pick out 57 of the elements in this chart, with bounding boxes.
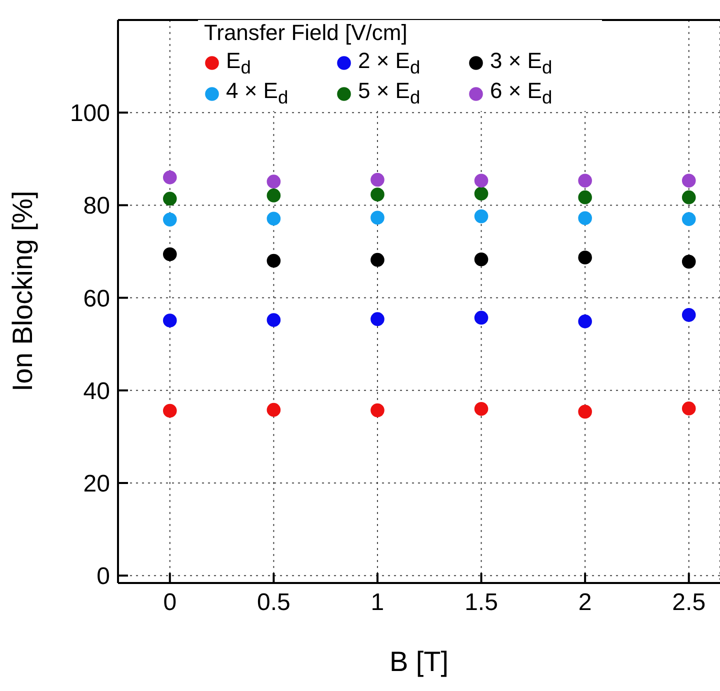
point xyxy=(266,174,281,188)
legend-label: 2 × E$_{d}$ xyxy=(358,48,420,78)
legend-title: Transfer Field [V/cm] xyxy=(204,20,408,46)
point xyxy=(474,252,488,266)
point xyxy=(162,212,177,226)
y-tick-label: 60 xyxy=(83,285,110,312)
point xyxy=(266,188,281,202)
point xyxy=(682,212,696,226)
point xyxy=(578,211,592,226)
point xyxy=(370,312,384,326)
point xyxy=(474,209,488,224)
point xyxy=(474,310,488,325)
y-axis-title: Ion Blocking [%] xyxy=(6,190,38,392)
point xyxy=(162,314,177,328)
y-tick-label: 40 xyxy=(83,378,110,405)
point xyxy=(578,404,592,419)
point xyxy=(578,190,592,204)
point xyxy=(162,404,177,418)
legend-label: 5 × E$_{d}$ xyxy=(358,78,420,109)
x-tick-label: 1 xyxy=(370,589,384,616)
y-tick-label: 80 xyxy=(83,192,110,220)
legend-label: 4 × E$_{d}$ xyxy=(226,78,288,109)
point xyxy=(266,402,281,417)
point xyxy=(266,254,281,268)
point xyxy=(682,174,696,188)
x-tick-label: 0.5 xyxy=(257,589,290,616)
point xyxy=(578,250,592,264)
point xyxy=(682,402,696,416)
legend-label: E$_{d}$ xyxy=(226,48,251,78)
x-tick-label: 2.5 xyxy=(672,589,706,616)
point xyxy=(162,192,177,206)
point xyxy=(162,247,177,262)
point xyxy=(578,174,592,188)
x-tick-label: 0 xyxy=(163,589,177,616)
x-axis-title: B [T] xyxy=(389,646,449,677)
point xyxy=(578,314,592,328)
point xyxy=(682,190,696,204)
point xyxy=(266,212,281,226)
point xyxy=(682,254,696,269)
point xyxy=(370,172,384,187)
y-tick-label: 20 xyxy=(83,470,110,498)
y-tick-label: 0 xyxy=(96,563,110,590)
y-tick-label: 100 xyxy=(70,100,110,128)
legend-label: 3 × E$_{d}$ xyxy=(490,48,552,78)
point xyxy=(370,403,384,418)
point xyxy=(474,174,488,188)
legend-label: 6 × E$_{d}$ xyxy=(490,78,552,109)
point xyxy=(682,308,696,322)
point xyxy=(162,170,177,184)
point xyxy=(266,313,281,327)
point xyxy=(370,210,384,225)
point xyxy=(474,186,488,201)
point xyxy=(474,402,488,416)
x-tick-label: 2 xyxy=(578,589,592,616)
point xyxy=(370,188,384,202)
point xyxy=(370,252,384,267)
x-tick-label: 1.5 xyxy=(464,589,498,616)
